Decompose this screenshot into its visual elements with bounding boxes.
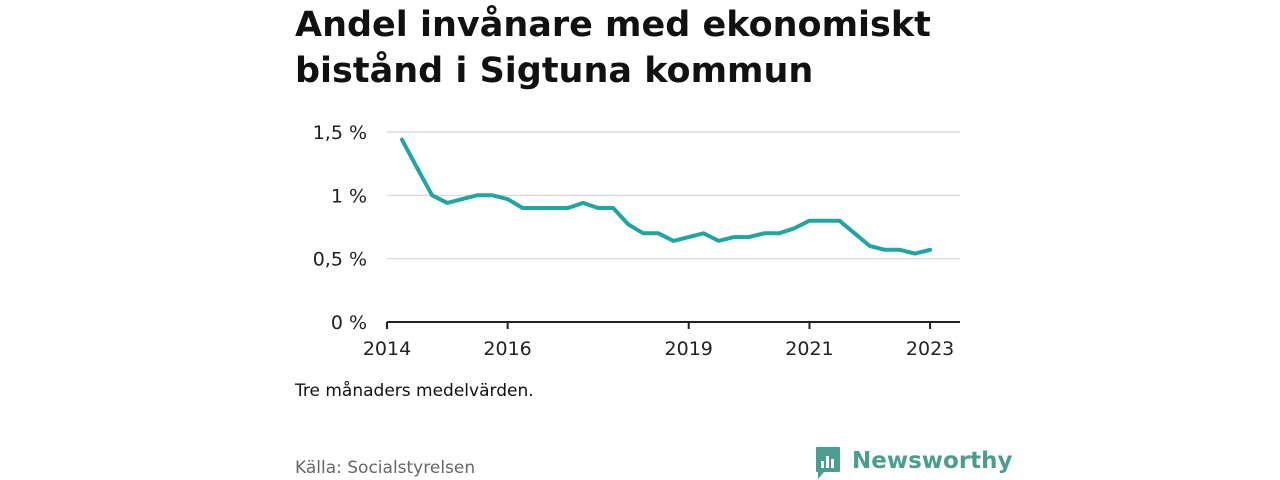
source-credit: Källa: Socialstyrelsen [295, 458, 476, 478]
y-axis: 0 % 0,5 % 1 % 1,5 % [313, 122, 367, 334]
y-tick-label: 1 % [331, 185, 367, 207]
chart-title: Andel invånare med ekonomiskt bistånd i … [295, 5, 931, 91]
chart-note: Tre månaders medelvärden. [295, 381, 534, 401]
y-tick-label: 0,5 % [313, 249, 367, 271]
brand-logo: Newsworthy [815, 446, 1013, 480]
x-tick-label: 2019 [665, 338, 713, 360]
x-tick-label: 2023 [906, 338, 954, 360]
line-chart: 0 % 0,5 % 1 % 1,5 % 2014 2016 2019 2021 2023 [313, 122, 960, 360]
chart-card: Andel invånare med ekonomiskt bistånd i … [295, 0, 1013, 480]
series-layer [399, 137, 933, 256]
y-tick-label: 1,5 % [313, 122, 367, 144]
newsworthy-logo-icon [816, 447, 840, 479]
x-tick-label: 2016 [483, 338, 531, 360]
x-tick-label: 2014 [363, 338, 411, 360]
x-axis: 2014 2016 2019 2021 2023 [363, 321, 960, 360]
brand-name: Newsworthy [852, 448, 1013, 474]
x-tick-label: 2021 [785, 338, 833, 360]
series-line [399, 137, 933, 256]
y-tick-label: 0 % [331, 312, 367, 334]
